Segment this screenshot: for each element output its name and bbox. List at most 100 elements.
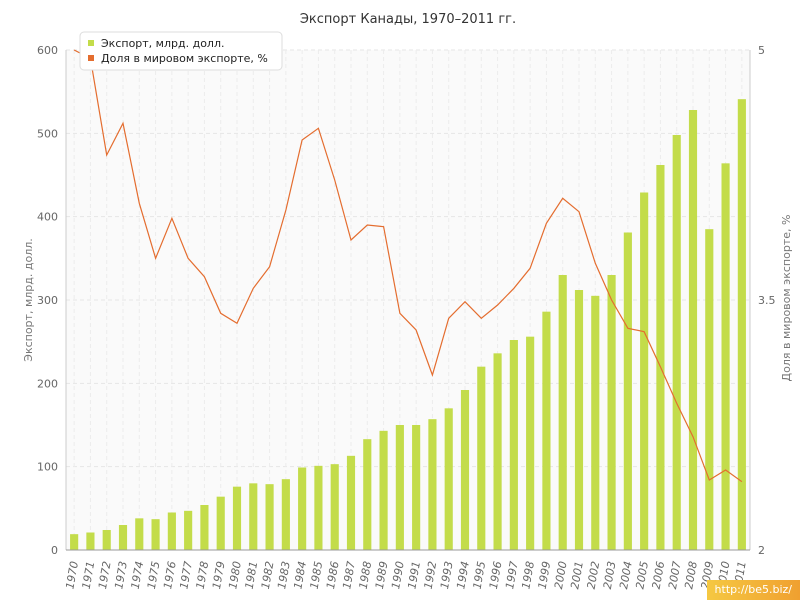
- bar[interactable]: [672, 135, 681, 550]
- bar[interactable]: [281, 479, 290, 550]
- x-tick-label: 1975: [145, 560, 163, 590]
- x-tick-label: 1996: [487, 560, 505, 590]
- bar[interactable]: [656, 165, 665, 550]
- bar[interactable]: [249, 483, 258, 550]
- legend-swatch-share: [88, 55, 94, 61]
- bar[interactable]: [167, 512, 176, 551]
- x-tick-label: 1971: [80, 560, 98, 590]
- bar[interactable]: [493, 353, 502, 550]
- bar[interactable]: [526, 336, 535, 550]
- bar[interactable]: [460, 390, 470, 550]
- bar[interactable]: [265, 484, 274, 550]
- legend[interactable]: Экспорт, млрд. долл. Доля в мировом эксп…: [79, 31, 283, 71]
- bar[interactable]: [607, 275, 616, 550]
- x-tick-label: 1999: [536, 560, 554, 590]
- bar[interactable]: [444, 408, 453, 550]
- bar[interactable]: [363, 439, 372, 550]
- x-tick-label: 1997: [503, 560, 521, 590]
- x-tick-label: 2002: [585, 560, 603, 590]
- chart-title: Экспорт Канады, 1970–2011 гг.: [300, 12, 516, 27]
- bar[interactable]: [346, 455, 356, 550]
- bar-series: [70, 99, 746, 551]
- x-tick-label: 1983: [275, 560, 293, 590]
- bar[interactable]: [118, 525, 128, 550]
- bar[interactable]: [705, 229, 714, 550]
- y-tick-label: 500: [37, 127, 58, 140]
- legend-label-share[interactable]: Доля в мировом экспорте, %: [101, 52, 268, 65]
- x-tick-label: 1995: [471, 560, 489, 590]
- bar[interactable]: [314, 465, 323, 550]
- x-tick-label: 1992: [422, 560, 440, 590]
- x-tick-label: 2007: [666, 560, 684, 590]
- y2-tick-label: 2: [758, 544, 765, 557]
- y-tick-label: 200: [37, 377, 58, 390]
- x-tick-label: 1976: [161, 560, 179, 590]
- left-tick-labels: 0 100 200 300 400 500 600: [37, 44, 58, 557]
- bar[interactable]: [477, 366, 486, 550]
- x-tick-label: 2000: [552, 560, 570, 590]
- x-tick-label: 1994: [454, 560, 472, 590]
- bar[interactable]: [688, 110, 698, 550]
- x-tick-label: 1974: [129, 560, 147, 590]
- bar[interactable]: [395, 425, 404, 550]
- bar[interactable]: [151, 519, 160, 550]
- bar[interactable]: [86, 532, 95, 551]
- x-tick-label: 1973: [112, 560, 130, 590]
- x-tick-label: 2008: [682, 560, 700, 590]
- legend-box: [79, 31, 283, 71]
- bar[interactable]: [721, 163, 730, 551]
- x-tick-label: 1991: [405, 560, 423, 590]
- bar[interactable]: [737, 99, 746, 551]
- bar[interactable]: [216, 496, 225, 550]
- bar[interactable]: [542, 311, 551, 550]
- bar[interactable]: [623, 232, 632, 551]
- x-tick-label: 1988: [357, 560, 375, 590]
- bar[interactable]: [102, 530, 111, 550]
- legend-swatch-exports: [88, 40, 94, 46]
- bar[interactable]: [330, 464, 339, 550]
- left-axis-title: Экспорт, млрд. долл.: [22, 238, 35, 361]
- bar[interactable]: [379, 430, 388, 550]
- x-tick-labels: 1970197119721973197419751976197719781979…: [63, 560, 748, 590]
- x-tick-label: 1984: [291, 560, 309, 590]
- share-line: [73, 49, 743, 483]
- x-tick-label: 1972: [96, 560, 114, 590]
- y-tick-label: 100: [37, 461, 58, 474]
- right-tick-labels: 23.55: [758, 44, 776, 557]
- x-tick-label: 1990: [389, 560, 407, 590]
- y2-tick-label: 5: [758, 44, 765, 57]
- x-tick-label: 2004: [617, 560, 635, 590]
- x-tick-label: 1989: [373, 560, 391, 590]
- y-tick-label: 600: [37, 44, 58, 57]
- x-tick-label: 1993: [438, 560, 456, 590]
- bar[interactable]: [509, 340, 518, 550]
- x-tick-label: 1979: [210, 560, 228, 590]
- x-tick-label: 1980: [226, 560, 244, 590]
- bar[interactable]: [574, 290, 584, 550]
- bar[interactable]: [232, 486, 242, 550]
- x-tick-label: 2003: [601, 560, 619, 590]
- y-tick-label: 0: [51, 544, 58, 557]
- bar[interactable]: [591, 295, 600, 550]
- bar[interactable]: [640, 192, 649, 551]
- bar[interactable]: [184, 510, 193, 550]
- legend-label-exports[interactable]: Экспорт, млрд. долл.: [101, 37, 224, 50]
- x-tick-label: 1985: [308, 560, 326, 590]
- watermark-link[interactable]: http://be5.biz/: [706, 580, 800, 600]
- x-tick-label: 1978: [194, 560, 212, 590]
- x-tick-label: 1977: [177, 560, 195, 590]
- bar[interactable]: [200, 505, 209, 550]
- x-tick-label: 2001: [568, 560, 586, 590]
- bar[interactable]: [428, 419, 437, 550]
- x-tick-label: 1986: [324, 560, 342, 590]
- bar[interactable]: [135, 518, 144, 550]
- bar[interactable]: [298, 467, 307, 551]
- x-tick-label: 2005: [633, 560, 651, 590]
- bar[interactable]: [558, 275, 567, 550]
- bar[interactable]: [412, 425, 421, 550]
- right-axis-title: Доля в мировом экспорте, %: [780, 215, 793, 382]
- x-tick-label: 2006: [650, 560, 668, 590]
- bar[interactable]: [70, 534, 79, 550]
- y2-tick-label: 3.5: [758, 294, 776, 307]
